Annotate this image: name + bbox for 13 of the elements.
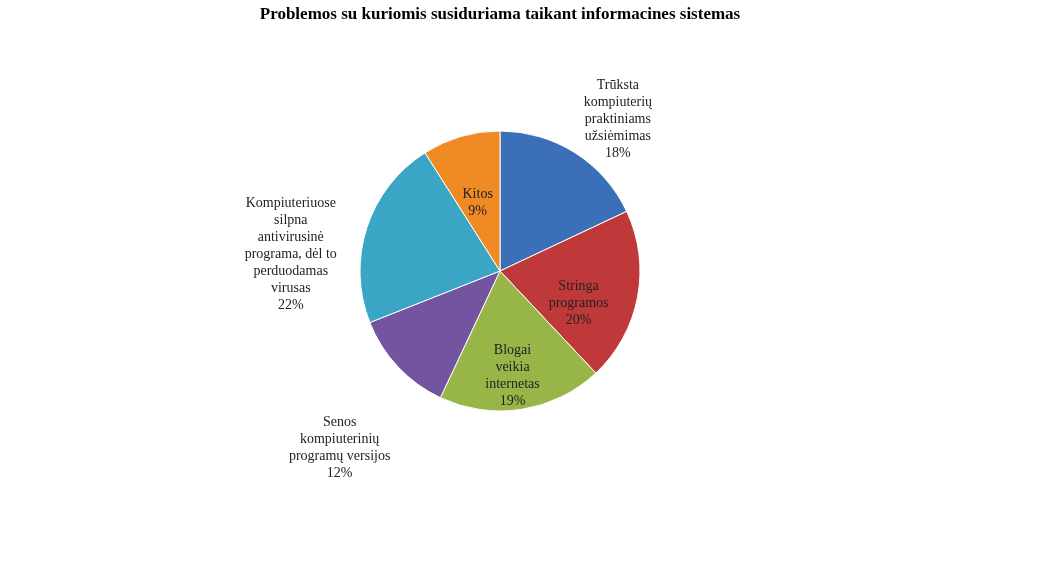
slice-label: Senos kompiuterinių programų versijos [288,413,391,463]
chart-title: Problemos su kuriomis susiduriama taikant informacines sistemas [259,4,741,23]
slice-label: Trūksta kompiuterių praktiniams užsiėmimas [583,77,653,144]
slice-label: Kompiuteriuose silpna antivirusinė programa, dėl to perduodamas virusas [244,195,337,296]
data-label: 9% [468,203,488,219]
slice-label: Kitos [462,186,493,202]
data-label: 22% [277,297,304,313]
slice-label: Stringa programos [548,277,609,310]
data-label: 18% [605,145,632,161]
slice-label: Blogai veikia internetas [485,342,540,392]
data-label: 20% [565,311,592,327]
data-label: 12% [326,464,353,480]
data-label: 19% [499,393,526,409]
